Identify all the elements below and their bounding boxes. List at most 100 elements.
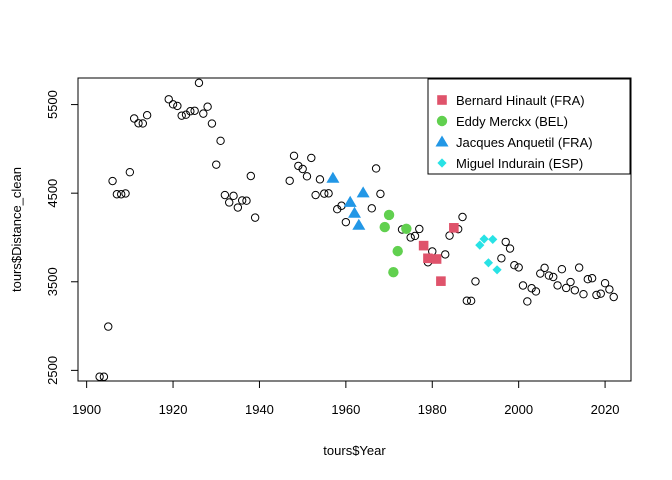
data-point <box>592 290 601 300</box>
series-2-point <box>379 221 390 233</box>
data-point <box>108 176 117 186</box>
data-point <box>523 297 532 306</box>
data-point <box>95 372 104 381</box>
data-point <box>609 292 618 302</box>
data-point <box>112 190 122 199</box>
data-point <box>134 119 143 128</box>
x-tick-label: 1940 <box>245 402 274 417</box>
data-point <box>194 78 204 88</box>
data-point <box>173 101 182 111</box>
data-point <box>600 278 610 288</box>
data-point <box>294 161 303 171</box>
series-1-point <box>431 254 442 264</box>
data-point <box>536 269 545 278</box>
data-point <box>510 261 519 270</box>
x-tick-label: 1960 <box>331 402 360 417</box>
y-tick-label: 5500 <box>45 90 60 119</box>
data-point <box>410 231 420 241</box>
data-point <box>471 277 480 286</box>
series-1-point <box>423 253 433 264</box>
data-point <box>514 263 523 272</box>
data-point <box>250 213 260 222</box>
data-point <box>501 237 510 247</box>
data-point <box>285 176 294 185</box>
data-point <box>142 111 152 120</box>
legend-label-2: Eddy Merckx (BEL) <box>456 114 568 129</box>
data-point <box>190 106 199 115</box>
series-3-point <box>343 195 357 207</box>
data-point <box>596 289 605 298</box>
data-point <box>242 196 251 205</box>
data-point <box>117 190 126 199</box>
data-point <box>186 107 195 116</box>
data-point <box>441 250 450 259</box>
data-point <box>315 175 325 184</box>
y-tick-label: 2500 <box>45 356 60 385</box>
data-point <box>466 296 476 306</box>
data-point <box>341 217 351 227</box>
series-2-point <box>401 223 412 234</box>
series-4-point <box>479 234 489 244</box>
data-point <box>320 189 329 198</box>
data-point <box>415 224 424 234</box>
data-point <box>462 296 472 305</box>
data-point <box>298 164 307 174</box>
data-point <box>177 111 186 120</box>
x-axis-label: tours$Year <box>323 443 386 458</box>
data-point <box>505 244 515 253</box>
data-point <box>237 196 247 205</box>
data-point <box>212 160 221 169</box>
series-2-point <box>388 267 399 278</box>
legend: Bernard Hinault (FRA) Eddy Merckx (BEL) Ja… <box>427 78 631 175</box>
data-point <box>557 264 567 274</box>
y-tick-label: 4500 <box>45 179 60 208</box>
series-4-point <box>488 234 498 245</box>
data-point <box>302 172 312 181</box>
y-axis-label: tours$Distance_clean <box>9 167 24 292</box>
data-point <box>168 100 178 109</box>
data-point <box>203 102 212 111</box>
data-point <box>289 151 299 160</box>
data-point <box>540 263 549 273</box>
data-point <box>574 263 584 272</box>
data-point <box>406 233 415 242</box>
data-point <box>497 254 506 263</box>
x-tick-label: 1920 <box>159 402 188 417</box>
x-tick-label: 2020 <box>591 402 620 417</box>
series-4-point <box>492 265 502 275</box>
data-point <box>376 189 385 199</box>
legend-label-4: Miguel Indurain (ESP) <box>456 156 583 171</box>
champion-points <box>326 171 502 286</box>
y-axis: 2500 3500 4500 5500 <box>45 90 79 385</box>
legend-box <box>427 78 631 175</box>
series-1-point <box>436 276 446 286</box>
legend-label-3: Jacques Anquetil (FRA) <box>456 135 593 150</box>
data-point <box>129 114 139 123</box>
data-point <box>199 109 208 118</box>
series-1-point <box>418 240 429 251</box>
data-point <box>121 189 130 198</box>
data-point <box>579 289 588 299</box>
series-3-point <box>352 218 366 230</box>
data-point <box>324 189 333 198</box>
data-point <box>138 119 148 128</box>
data-point <box>553 281 562 290</box>
data-point <box>605 285 614 294</box>
data-point <box>544 271 554 280</box>
y-tick-label: 3500 <box>45 267 60 296</box>
data-point <box>216 136 225 146</box>
legend-marker-4 <box>437 158 447 168</box>
data-point <box>233 203 243 212</box>
legend-marker-2 <box>436 115 448 127</box>
series-2-point <box>392 245 403 257</box>
series-1-point <box>449 223 459 233</box>
data-point <box>371 164 381 173</box>
x-tick-label: 2000 <box>504 402 533 417</box>
series-4-point <box>475 240 485 250</box>
series-3-point <box>348 206 361 218</box>
x-tick-label: 1980 <box>418 402 447 417</box>
data-point <box>104 322 113 331</box>
legend-marker-3 <box>435 135 449 147</box>
data-point <box>367 204 376 213</box>
